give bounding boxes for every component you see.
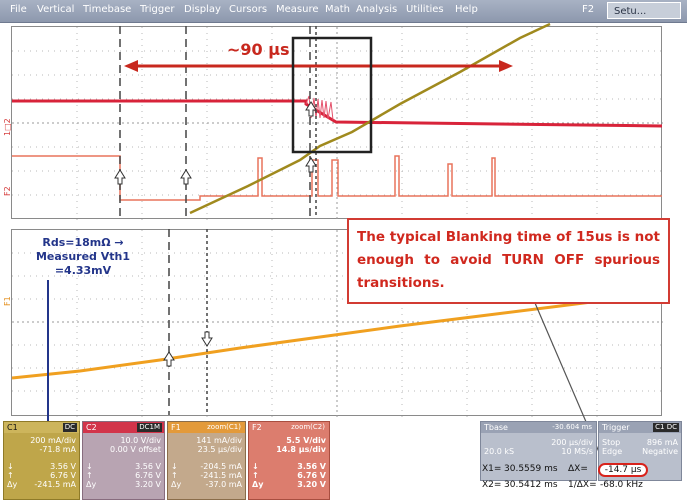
row-value: 141 mA/div — [196, 436, 242, 445]
row-value: 3.20 V — [297, 480, 326, 489]
row-value: 3.56 V — [135, 462, 161, 471]
panel-title: C2 — [83, 422, 164, 433]
row-key: ↓ — [86, 462, 93, 471]
timebase-panel[interactable]: Tbase -30.604 ms 200 µs/div 20.0 kS 10 MS… — [480, 421, 597, 481]
delta-time-value: -14.7 µs — [598, 463, 648, 477]
row-value: -37.0 mA — [205, 480, 242, 489]
panel-title: F1 — [168, 422, 245, 433]
row-value: 3.20 V — [135, 480, 161, 489]
row-key: Δy — [252, 480, 264, 489]
top-waveform-grid[interactable] — [11, 26, 663, 220]
row-key: ↑ — [7, 471, 14, 480]
panel-title: Trigger — [599, 422, 681, 433]
menu-timebase[interactable]: Timebase — [83, 4, 132, 15]
row-key: Stop — [602, 438, 621, 447]
f2-axis-label: F2 — [3, 186, 12, 196]
row-value: 6.76 V — [50, 471, 76, 480]
x1-label: X1= — [482, 464, 502, 474]
f1-axis-label: F1 — [3, 296, 12, 306]
ch2-axis-label: 1□2 — [3, 118, 12, 136]
f2-indicator: F2 — [582, 4, 595, 15]
math-source-badge: zoom(C2) — [291, 423, 325, 431]
x2-value: 30.5412 ms — [504, 480, 558, 490]
row-key: ↓ — [171, 462, 178, 471]
panel-title: Tbase — [481, 422, 596, 433]
row-value: 3.56 V — [297, 462, 326, 471]
dt-label: ΔX= — [568, 464, 588, 474]
menu-vertical[interactable]: Vertical — [37, 4, 75, 15]
math-source-badge: zoom(C1) — [207, 423, 241, 431]
row-value: -71.8 mA — [39, 445, 76, 454]
freq-label: 1/ΔX= — [568, 480, 597, 490]
coupling-badge: DC — [62, 423, 77, 432]
row-value: -241.5 mA — [200, 471, 242, 480]
menu-trigger[interactable]: Trigger — [140, 4, 175, 15]
math-f1-panel[interactable]: F1 zoom(C1) 141 mA/div 23.5 µs/div ↓ -204… — [167, 421, 246, 500]
trigger-source-badge: C1 DC — [653, 423, 679, 432]
rds-note-line: Measured Vth1 — [35, 250, 131, 263]
blanking-callout: The typical Blanking time of 15us is not… — [347, 218, 670, 304]
row-value: Negative — [642, 447, 678, 456]
cursor-readout: X1= 30.5559 ms ΔX= -14.7 µs X2= 30.5412 … — [480, 462, 682, 499]
row-value: 23.5 µs/div — [197, 445, 242, 454]
row-key: Edge — [602, 447, 623, 456]
row-value: -241.5 mA — [34, 480, 76, 489]
row-value: 5.5 V/div — [286, 436, 326, 445]
row-value: -204.5 mA — [200, 462, 242, 471]
row-key: ↓ — [252, 462, 259, 471]
menu-file[interactable]: File — [10, 4, 27, 15]
coupling-badge: DC1M — [137, 423, 162, 432]
row-value: 10.0 V/div — [120, 436, 161, 445]
row-value: 0.00 V offset — [109, 445, 161, 454]
row-value: 10 MS/s — [561, 447, 593, 456]
x2-label: X2= — [482, 480, 502, 490]
rds-note-line: Rds=18mΩ → — [42, 236, 124, 249]
row-value: 896 mA — [646, 438, 678, 447]
row-key: Δy — [86, 480, 97, 489]
row-value: 6.76 V — [135, 471, 161, 480]
rds-note-line: =4.33mV — [54, 264, 112, 277]
span-label: ~90 µs — [227, 40, 290, 59]
top-grid-lines — [12, 27, 663, 220]
row-key: ↑ — [86, 471, 93, 480]
menu-analysis[interactable]: Analysis — [356, 4, 398, 15]
menu-display[interactable]: Display — [184, 4, 221, 15]
setup-button[interactable]: Setu... — [607, 2, 681, 19]
row-value: 200 mA/div — [30, 436, 76, 445]
x1-value: 30.5559 ms — [504, 464, 558, 474]
row-key: Δy — [7, 480, 18, 489]
row-key: ↑ — [171, 471, 178, 480]
menu-measure[interactable]: Measure — [276, 4, 319, 15]
menu-utilities[interactable]: Utilities — [406, 4, 444, 15]
row-key: ↑ — [252, 471, 259, 480]
menu-cursors[interactable]: Cursors — [229, 4, 268, 15]
freq-value: -68.0 kHz — [600, 480, 643, 490]
row-key: Δy — [171, 480, 182, 489]
panel-title: C1 — [4, 422, 79, 433]
row-value: 3.56 V — [50, 462, 76, 471]
menu-bar: File Vertical Timebase Trigger Display C… — [0, 0, 687, 23]
row-value: 14.8 µs/div — [276, 445, 326, 454]
timebase-delay: -30.604 ms — [552, 423, 592, 431]
row-key: ↓ — [7, 462, 14, 471]
menu-help[interactable]: Help — [455, 4, 478, 15]
rds-note: Rds=18mΩ → Measured Vth1 =4.33mV — [28, 236, 138, 278]
row-value: 6.76 V — [297, 471, 326, 480]
row-value: 200 µs/div — [551, 438, 593, 447]
math-f2-panel[interactable]: F2 zoom(C2) 5.5 V/div 14.8 µs/div ↓ 3.56 … — [248, 421, 330, 500]
panel-title: F2 — [249, 422, 329, 433]
row-key: 20.0 kS — [484, 447, 515, 456]
channel-c2-panel[interactable]: C2 DC1M 10.0 V/div 0.00 V offset ↓ 3.56 V… — [82, 421, 165, 500]
channel-c1-panel[interactable]: C1 DC 200 mA/div -71.8 mA ↓ 3.56 V ↑ 6.76 … — [3, 421, 80, 500]
menu-math[interactable]: Math — [325, 4, 351, 15]
